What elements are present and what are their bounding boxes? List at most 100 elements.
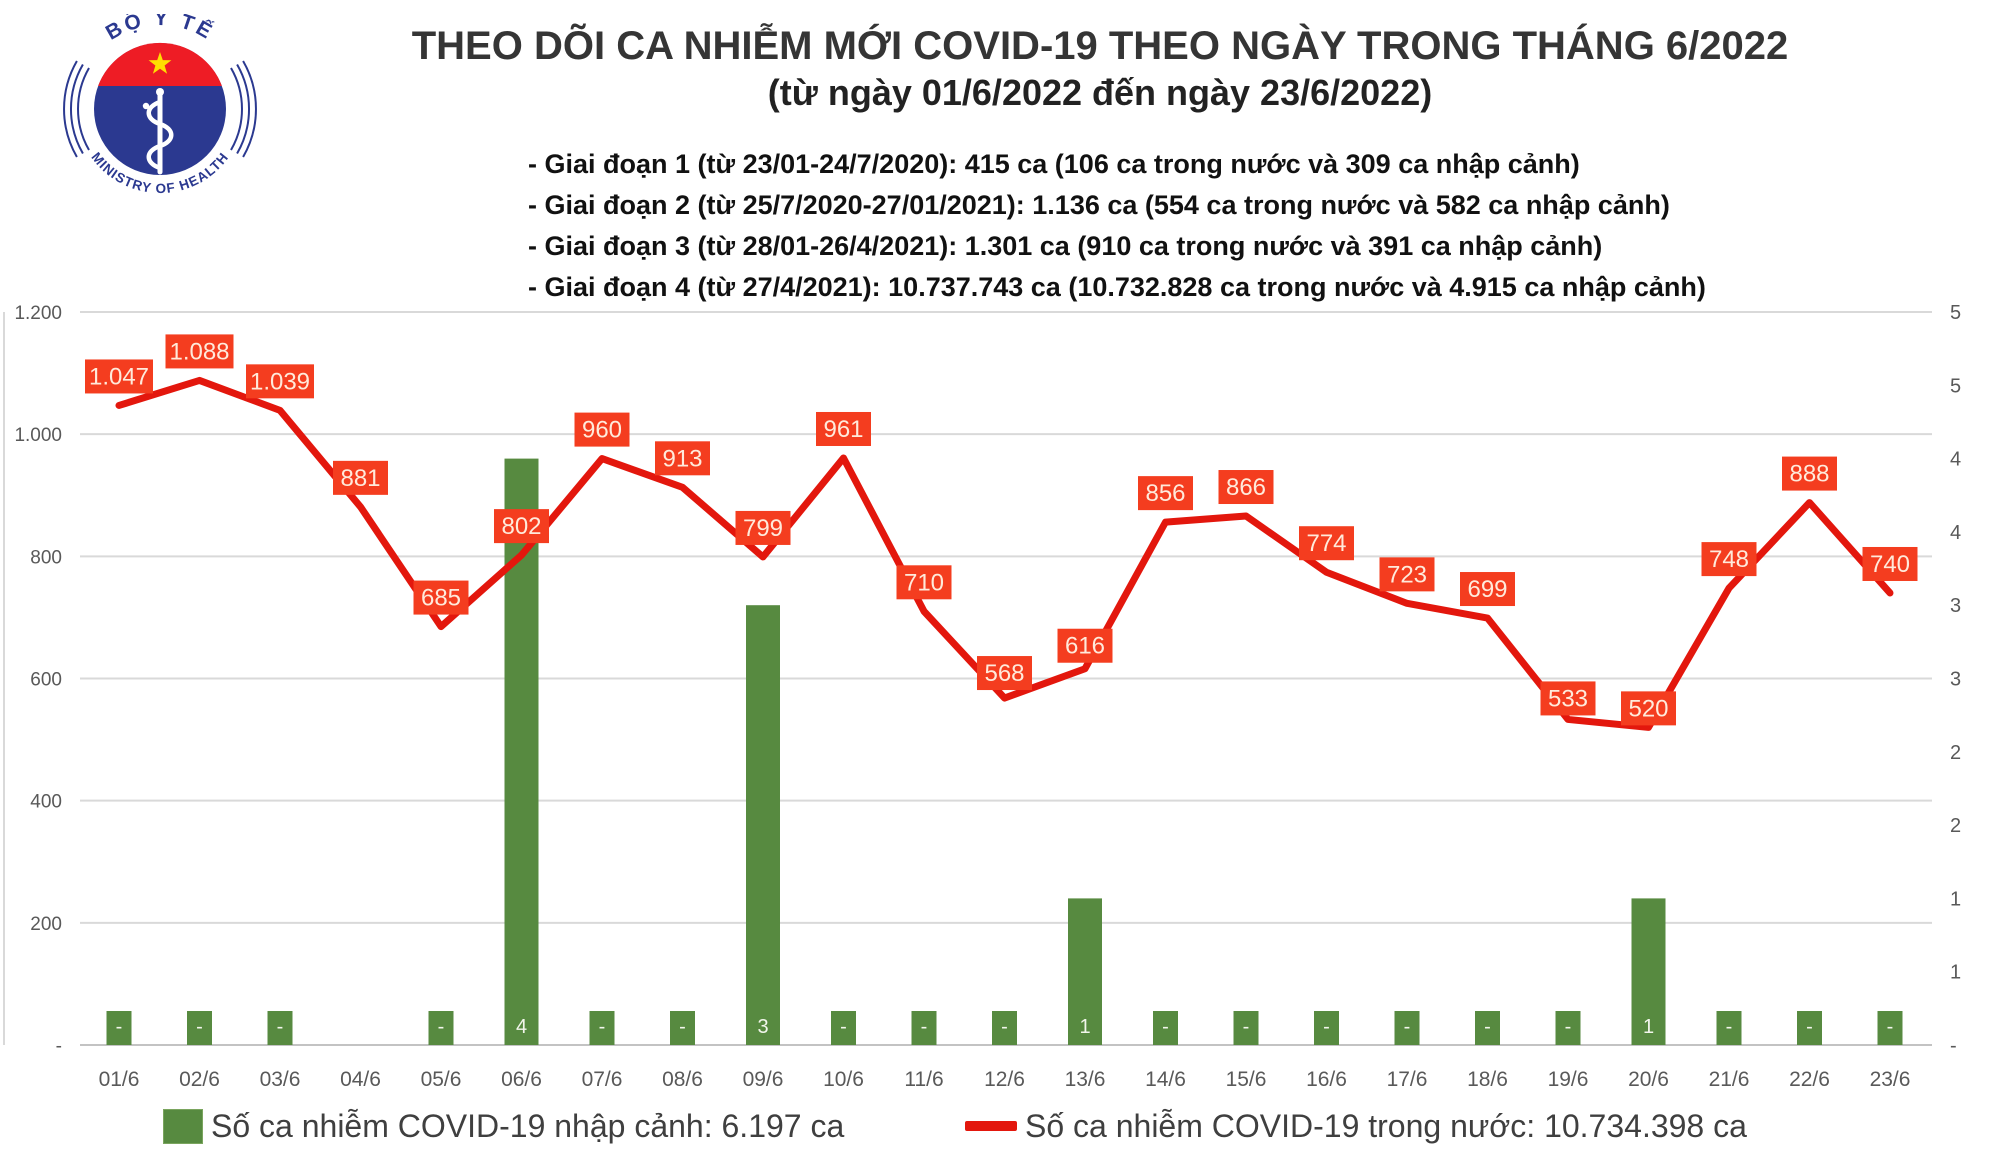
x-axis-day-label: 19/6 (1548, 1068, 1589, 1091)
y-axis-right-tick: 1 (1950, 888, 1961, 910)
y-axis-right-tick: 1 (1950, 962, 1961, 984)
x-axis-day-label: 15/6 (1226, 1068, 1267, 1091)
point-value-box (85, 359, 153, 394)
x-axis-day-label: 18/6 (1467, 1068, 1508, 1091)
import-bar (992, 1011, 1017, 1045)
y-axis-right-tick: 5 (1950, 302, 1961, 324)
point-value-label: 1.047 (89, 363, 149, 390)
page-title: THEO DÕI CA NHIỄM MỚI COVID-19 THEO NGÀY… (411, 24, 1789, 68)
legend-item-imported: Số ca nhiễm COVID-19 nhập cảnh: 6.197 ca (163, 1100, 844, 1152)
point-value-box (1379, 557, 1435, 592)
import-bar (670, 1011, 695, 1045)
y-axis-right-tick: 4 (1950, 522, 1961, 544)
phase-line: - Giai đoạn 2 (từ 25/7/2020-27/01/2021):… (528, 190, 1670, 220)
point-value-box (1057, 628, 1113, 663)
y-axis-right-tick: 5 (1950, 375, 1961, 397)
point-value-label: 960 (582, 417, 622, 444)
chart-legend: Số ca nhiễm COVID-19 nhập cảnh: 6.197 ca… (0, 1100, 2000, 1152)
import-bar (1877, 1011, 1903, 1045)
x-axis-day-label: 17/6 (1387, 1068, 1428, 1091)
import-bar (1555, 1011, 1581, 1045)
import-bar-value-label: - (196, 1016, 203, 1038)
phase-line: - Giai đoạn 3 (từ 28/01-26/4/2021): 1.30… (528, 231, 1603, 261)
import-bar (428, 1011, 454, 1045)
point-value-label: 961 (823, 416, 863, 443)
legend-imported-label: Số ca nhiễm COVID-19 nhập cảnh: 6.197 ca (211, 1107, 845, 1144)
y-axis-right-tick: 3 (1950, 669, 1961, 691)
point-value-label: 710 (904, 569, 944, 596)
point-value-label: 748 (1709, 546, 1749, 573)
import-bar-value-label: 3 (757, 1016, 768, 1038)
import-bar (1314, 1011, 1339, 1045)
import-bar (106, 1011, 132, 1045)
import-bar (1475, 1011, 1500, 1045)
import-bar (911, 1011, 937, 1045)
point-value-label: 1.039 (250, 368, 310, 395)
x-axis-day-label: 23/6 (1870, 1068, 1911, 1091)
import-bar (1394, 1011, 1420, 1045)
legend-domestic-label: Số ca nhiễm COVID-19 trong nước: 10.734.… (1025, 1107, 1747, 1144)
point-value-label: 802 (501, 513, 541, 540)
point-value-label: 723 (1387, 561, 1427, 588)
point-value-box (1862, 546, 1918, 581)
import-bar-value-label: - (1806, 1016, 1813, 1038)
legend-bar-swatch (163, 1108, 203, 1144)
import-bar (831, 1011, 856, 1045)
import-bar-value-label: - (1162, 1016, 1169, 1038)
y-axis-left-tick: 200 (30, 914, 62, 935)
point-value-box (1782, 456, 1837, 491)
point-value-box (246, 364, 314, 399)
legend-line-swatch (965, 1121, 1017, 1131)
x-axis-day-label: 06/6 (501, 1068, 542, 1091)
y-axis-left-tick: 1.000 (14, 425, 62, 446)
x-axis-day-label: 01/6 (99, 1068, 140, 1091)
y-axis-right-tick: 2 (1950, 742, 1961, 764)
point-value-label: 740 (1870, 551, 1910, 578)
point-value-box (574, 412, 630, 447)
y-axis-right-tick: - (1950, 1035, 1957, 1057)
point-value-box (165, 334, 234, 369)
x-axis-day-label: 07/6 (582, 1068, 623, 1091)
point-value-box (1621, 691, 1676, 726)
logo-side-arcs (63, 60, 257, 158)
import-bar-value-label: - (679, 1016, 686, 1038)
legend-item-domestic: Số ca nhiễm COVID-19 trong nước: 10.734.… (965, 1100, 1747, 1152)
import-bar (589, 1011, 615, 1045)
point-value-box (1299, 526, 1354, 561)
page-subtitle: (từ ngày 01/6/2022 đến ngày 23/6/2022) (767, 72, 1433, 113)
y-axis-left-tick: 400 (30, 792, 62, 813)
phase-summary-list: - Giai đoạn 1 (từ 23/01-24/7/2020): 415 … (528, 144, 1706, 308)
import-bar-value-label: - (599, 1016, 606, 1038)
import-bar-value-label: - (438, 1016, 445, 1038)
x-axis-day-label: 10/6 (823, 1068, 864, 1091)
import-bar (267, 1011, 293, 1045)
y-axis-right-tick: 3 (1950, 595, 1961, 617)
y-axis-left-tick: 1.200 (14, 303, 62, 324)
point-value-box (1218, 470, 1274, 505)
x-axis-day-label: 20/6 (1628, 1068, 1669, 1091)
point-value-box (494, 509, 549, 544)
point-value-box (333, 460, 388, 495)
x-axis-day-label: 04/6 (340, 1068, 381, 1091)
y-axis-right-tick: 2 (1950, 815, 1961, 837)
point-value-label: 533 (1548, 685, 1588, 712)
point-value-label: 866 (1226, 474, 1266, 501)
x-axis-day-label: 13/6 (1065, 1068, 1106, 1091)
import-bar (1233, 1011, 1259, 1045)
point-value-label: 616 (1065, 633, 1105, 660)
point-value-label: 913 (662, 445, 702, 472)
y-axis-left-tick: 800 (30, 547, 62, 568)
x-axis-day-label: 03/6 (260, 1068, 301, 1091)
point-value-label: 685 (421, 585, 461, 612)
import-bar-value-label: - (116, 1016, 123, 1038)
import-bar-value-label: - (921, 1016, 928, 1038)
point-value-label: 799 (743, 515, 783, 542)
import-bar (1153, 1011, 1178, 1045)
import-bar-value-label: - (840, 1016, 847, 1038)
point-value-label: 881 (340, 465, 380, 492)
x-axis-day-label: 21/6 (1709, 1068, 1750, 1091)
x-axis-day-label: 11/6 (904, 1068, 943, 1091)
import-bar-value-label: - (1484, 1016, 1491, 1038)
x-axis-day-label: 05/6 (421, 1068, 462, 1091)
